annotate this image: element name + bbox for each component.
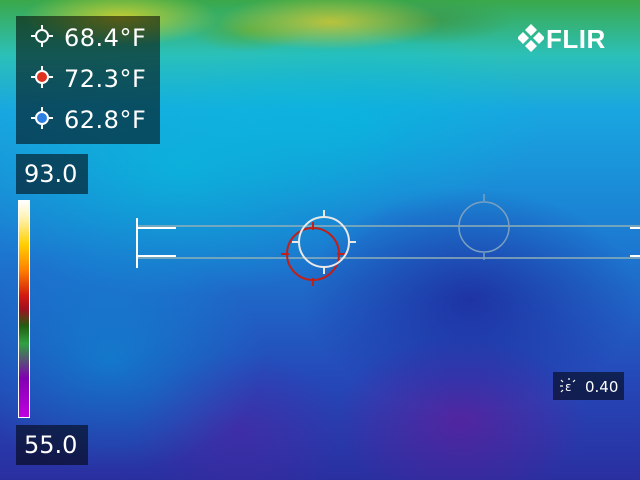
temperature-color-bar [18,200,30,418]
cold-spot-value: 62.8°F [64,106,147,134]
scale-max-label: 93.0 [16,154,88,194]
flir-logo-text: FLIR [546,24,606,54]
scale-max-value: 93.0 [24,160,78,188]
svg-text:ε: ε [565,380,572,394]
spot-readings-panel: 68.4°F 72.3°F 62.8°F [16,16,160,144]
center-spot-value: 68.4°F [64,24,147,52]
hot-spot-marker [281,222,345,286]
hot-spot-value: 72.3°F [64,65,147,93]
emissivity-indicator: ε 0.40 [553,372,624,400]
center-spot-marker [292,210,356,274]
area-box [136,218,640,268]
emissivity-icon: ε [560,378,576,394]
scale-min-value: 55.0 [24,431,78,459]
center-spot-reading: 68.4°F [16,18,160,58]
flir-logo-icon [517,24,545,52]
hot-spot-reading: 72.3°F [16,59,160,99]
cold-spot-marker [458,194,510,260]
hot-spot-icon [31,66,53,88]
emissivity-value: 0.40 [585,378,619,396]
cold-spot-reading: 62.8°F [16,100,160,140]
flir-logo: FLIR [517,22,618,58]
scale-min-label: 55.0 [16,425,88,465]
cold-spot-icon [31,107,53,129]
crosshair-icon [31,25,53,47]
